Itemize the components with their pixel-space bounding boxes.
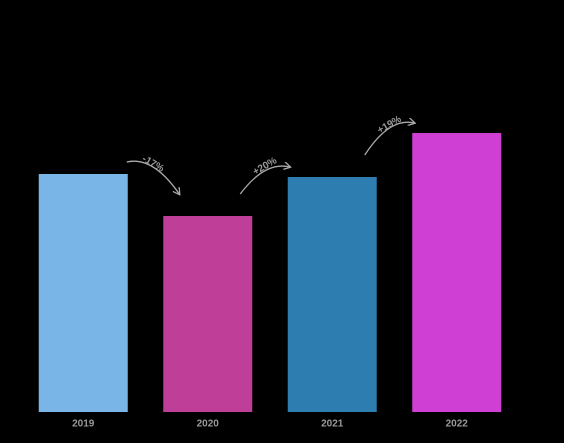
x-tick-label: 2019 (72, 419, 95, 430)
x-tick-label: 2020 (197, 419, 220, 430)
change-arrow (126, 160, 180, 194)
bar (412, 133, 502, 412)
x-tick-label: 2021 (321, 419, 344, 430)
bar (38, 174, 128, 412)
change-label: +20% (251, 155, 279, 178)
change-label: -17% (140, 154, 166, 175)
bar (163, 216, 253, 412)
change-arrow (364, 122, 415, 156)
change-arrow (239, 166, 290, 195)
x-tick-label: 2022 (446, 419, 469, 430)
change-label: +19% (376, 114, 404, 137)
bar (287, 177, 377, 412)
